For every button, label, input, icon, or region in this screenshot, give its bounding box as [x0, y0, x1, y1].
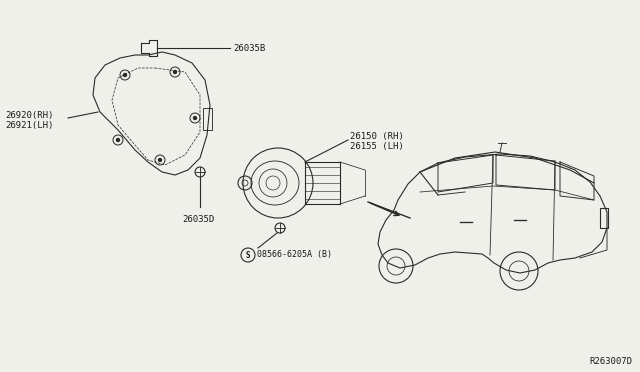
- Text: 26920(RH): 26920(RH): [5, 110, 53, 119]
- Circle shape: [173, 71, 177, 74]
- Text: 26155 (LH): 26155 (LH): [350, 141, 404, 151]
- Circle shape: [193, 116, 196, 119]
- Bar: [600, 208, 608, 228]
- Text: 26035D: 26035D: [182, 215, 214, 224]
- Text: 26150 (RH): 26150 (RH): [350, 131, 404, 141]
- Text: 26035B: 26035B: [233, 44, 265, 52]
- Bar: [203, 108, 212, 130]
- Text: 26921(LH): 26921(LH): [5, 121, 53, 129]
- Circle shape: [124, 74, 127, 77]
- Text: S: S: [246, 250, 250, 260]
- Text: 08566-6205A (B): 08566-6205A (B): [257, 250, 332, 260]
- Circle shape: [159, 158, 161, 161]
- Circle shape: [116, 138, 120, 141]
- Text: R263007D: R263007D: [589, 357, 632, 366]
